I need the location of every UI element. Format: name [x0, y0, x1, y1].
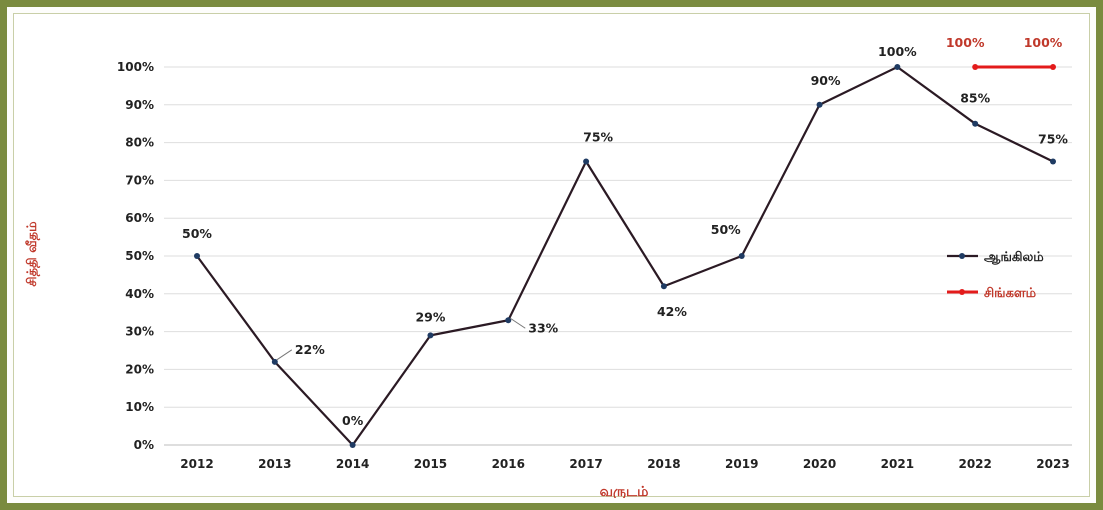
data-label: 22%: [295, 342, 325, 357]
y-tick-label: 30%: [125, 325, 154, 339]
y-tick-label: 60%: [125, 211, 154, 225]
data-label: 85%: [960, 91, 990, 106]
data-label: 50%: [711, 222, 741, 237]
data-point: [583, 158, 590, 165]
data-label: 42%: [657, 304, 687, 319]
x-tick-label: 2018: [647, 457, 680, 471]
legend-label: சிங்களம்: [984, 286, 1037, 301]
data-label: 33%: [528, 320, 558, 335]
data-label: 100%: [1024, 35, 1063, 50]
x-tick-label: 2013: [258, 457, 291, 471]
x-tick-label: 2022: [958, 457, 991, 471]
y-tick-label: 90%: [125, 98, 154, 112]
x-tick-label: 2015: [414, 457, 447, 471]
x-axis-ticks: 2012 2013 2014 2015 2016 2017 2018 2019 2020 2021…: [180, 457, 1069, 471]
data-label: 29%: [415, 309, 445, 324]
y-axis-label: சித்தி வீதம்: [24, 221, 40, 287]
data-point: [427, 332, 434, 339]
data-point: [894, 64, 901, 70]
data-point: [816, 101, 823, 108]
data-point: [349, 442, 356, 448]
y-tick-label: 10%: [125, 400, 154, 414]
legend-marker: [959, 289, 965, 295]
data-label: 50%: [182, 226, 212, 241]
data-point: [1050, 64, 1056, 70]
data-label: 75%: [1038, 132, 1068, 147]
x-tick-label: 2017: [569, 457, 602, 471]
y-tick-label: 40%: [125, 287, 154, 301]
data-label: 0%: [342, 413, 364, 428]
data-label: 75%: [583, 130, 613, 145]
x-axis-label: வருடம்: [600, 484, 649, 498]
x-tick-label: 2020: [803, 457, 836, 471]
gridlines: [164, 66, 1072, 446]
chart-area: 0% 10% 20% 30% 40% 50% 60% 70% 80% 90% 100% 2012 20…: [13, 13, 1090, 500]
data-point: [271, 358, 278, 365]
data-label: 100%: [878, 44, 917, 59]
label-leader-line: [509, 317, 526, 329]
y-tick-label: 0%: [134, 438, 154, 452]
label-leader-line: [276, 349, 293, 361]
x-tick-label: 2021: [881, 457, 914, 471]
data-point: [972, 64, 979, 70]
legend-label: ஆங்கிலம்: [984, 250, 1044, 265]
x-tick-label: 2012: [180, 457, 213, 471]
legend: ஆங்கிலம் சிங்களம்: [947, 250, 1044, 301]
x-tick-label: 2016: [492, 457, 525, 471]
data-label: 100%: [946, 35, 985, 50]
x-tick-label: 2014: [336, 457, 369, 471]
x-tick-label: 2023: [1036, 457, 1069, 471]
series-lines: [194, 64, 1056, 448]
x-tick-label: 2019: [725, 457, 758, 471]
data-point: [505, 317, 512, 324]
data-point: [660, 283, 667, 290]
y-tick-label: 20%: [125, 362, 154, 376]
y-tick-label: 50%: [125, 249, 154, 263]
data-label: 90%: [811, 73, 841, 88]
y-tick-label: 80%: [125, 136, 154, 150]
line-chart: 0%10%20%30%40%50%60%70%80%90%100% 2012 20…: [24, 35, 1072, 500]
legend-marker: [959, 253, 965, 259]
data-point: [194, 253, 200, 259]
data-labels: 50% 22% 0% 29% 33% 75% 42% 50% 90% 100% 85% 75% 100%…: [182, 35, 1068, 428]
y-tick-label: 100%: [117, 60, 154, 74]
y-tick-label: 70%: [125, 173, 154, 187]
data-point: [1050, 158, 1056, 165]
y-axis-ticks: 0% 10% 20% 30% 40% 50% 60% 70% 80% 90% 100%: [117, 60, 154, 452]
data-point: [972, 120, 979, 127]
series-line: [196, 65, 1054, 447]
data-point: [738, 253, 745, 259]
